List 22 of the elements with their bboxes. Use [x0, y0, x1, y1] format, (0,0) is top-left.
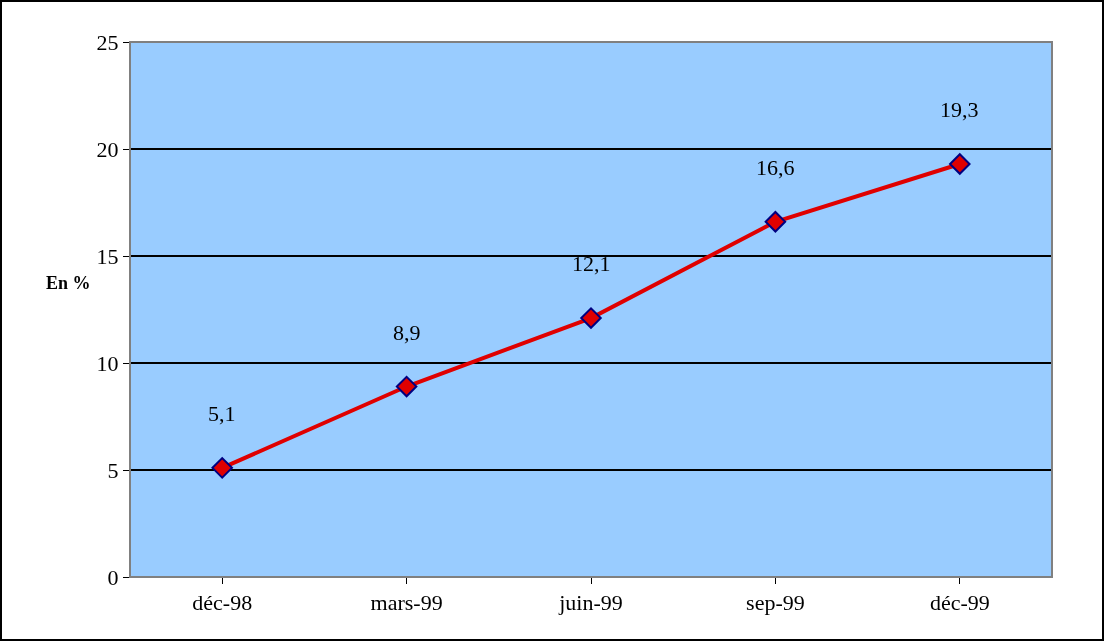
data-label: 16,6 [756, 155, 795, 180]
y-tick-label: 25 [96, 29, 119, 55]
point [211, 457, 233, 479]
y-tick-label: 5 [107, 457, 119, 483]
x-tick-label: sep-99 [746, 590, 805, 616]
y-tick-label: 15 [96, 243, 119, 269]
x-tick-label: mars-99 [370, 590, 443, 616]
data-label: 12,1 [572, 251, 611, 276]
data-label: 5,1 [208, 401, 236, 426]
point [764, 211, 787, 233]
y-tick-label: 10 [96, 350, 119, 376]
y-axis-title: En % [46, 273, 91, 293]
data-label: 8,9 [393, 320, 421, 345]
point [580, 307, 602, 329]
x-tick-label: déc-98 [192, 590, 253, 616]
point [395, 375, 418, 398]
x-tick-label: déc-99 [929, 590, 990, 616]
x-tick-label: juin-99 [558, 590, 623, 616]
data-label: 19,3 [940, 97, 979, 122]
y-tick-label: 0 [107, 564, 119, 590]
y-tick-label: 20 [96, 136, 119, 162]
point [949, 153, 971, 175]
